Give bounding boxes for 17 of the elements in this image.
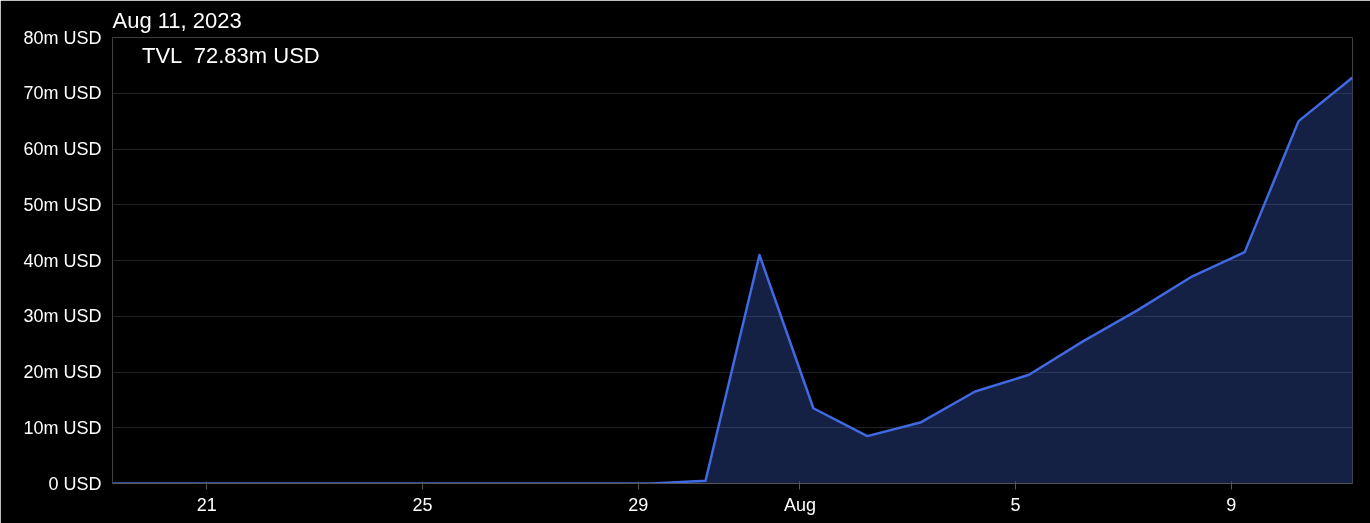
x-tick-label: Aug (783, 494, 816, 515)
text: TVL 72.83m USD (142, 43, 320, 69)
y-tick-label: 40m USD (23, 250, 102, 271)
y-tick-label: 20m USD (23, 362, 102, 382)
y-tick-label: 30m USD (23, 306, 102, 327)
y-tick-label: 50m USD (23, 194, 102, 215)
y-tick-label: 10m USD (23, 417, 102, 438)
x-tick-label: 29 (628, 494, 649, 515)
y-tick-label: 60m USD (23, 139, 102, 159)
y-tick-label: 80m USD (23, 27, 102, 48)
x-tick-label: 5 (1010, 494, 1021, 515)
x-tick-label: 25 (412, 494, 433, 515)
y-tick-label: 70m USD (23, 83, 102, 104)
text: Aug 11, 2023 (112, 7, 242, 33)
y-tick-label: 0 USD (48, 473, 102, 494)
x-tick-label: 21 (196, 494, 217, 515)
x-tick-label: 9 (1226, 494, 1237, 515)
